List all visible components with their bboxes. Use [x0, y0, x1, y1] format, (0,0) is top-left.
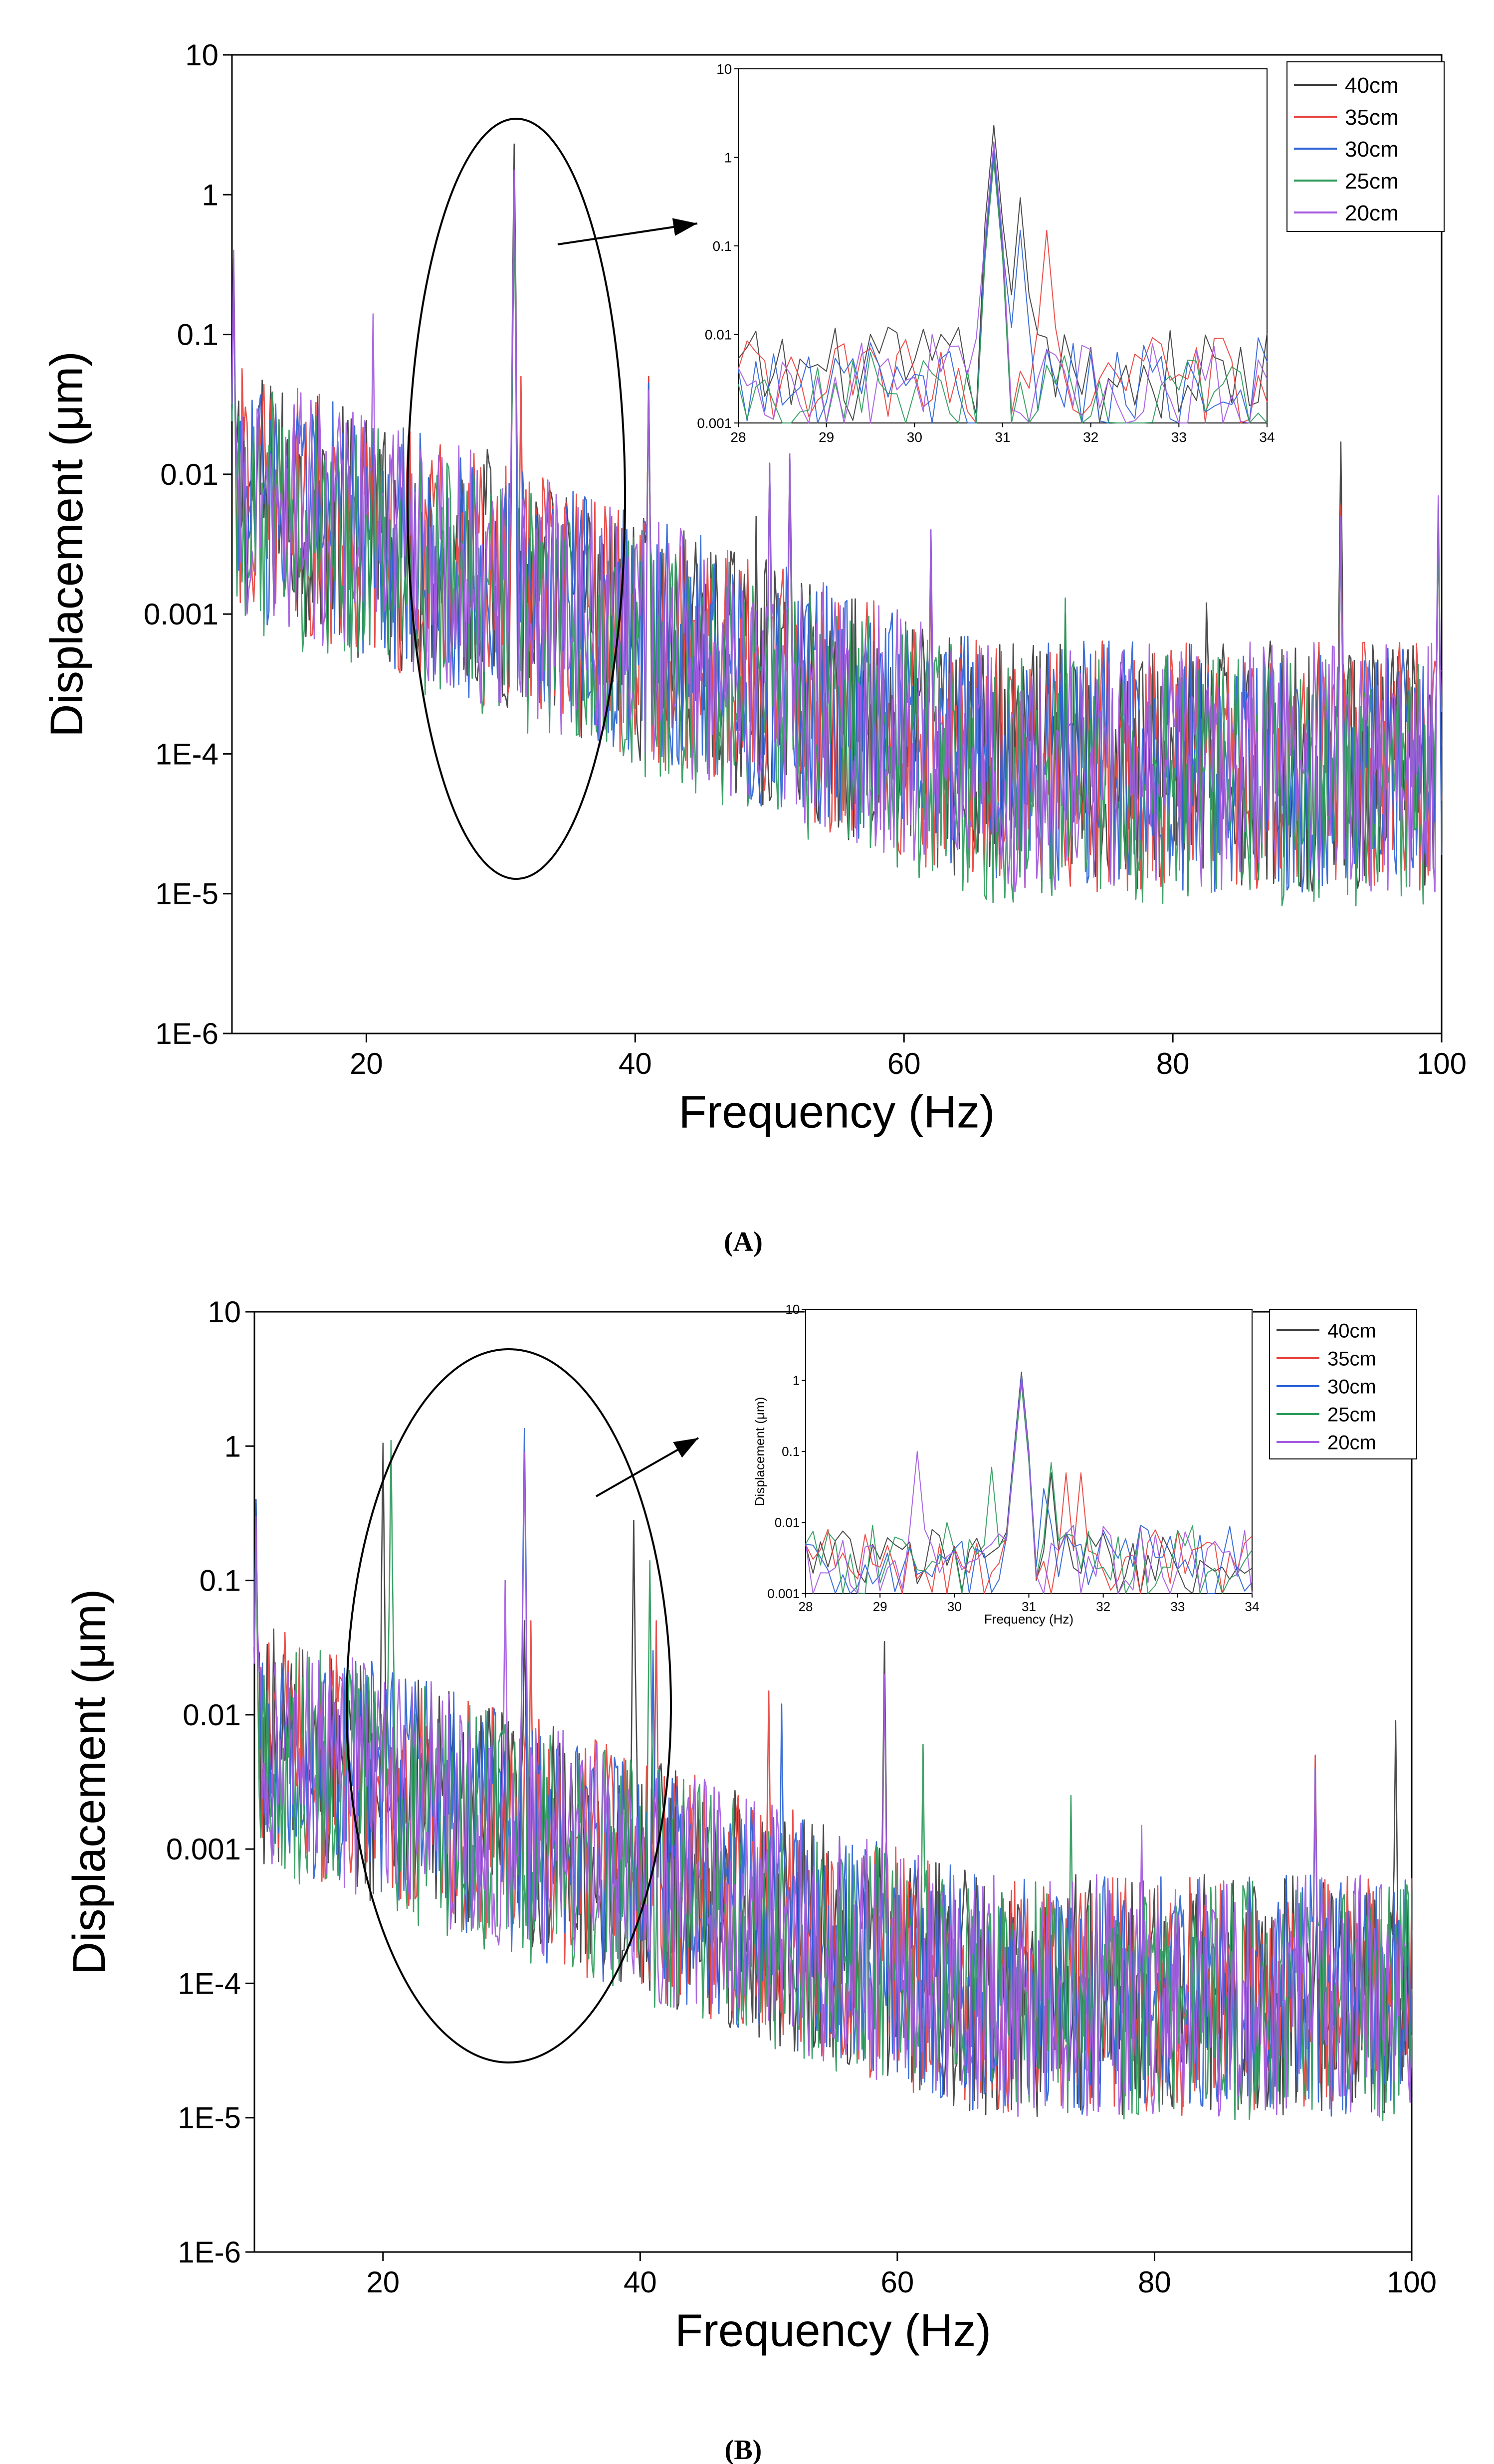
callout-arrow-head	[673, 1438, 698, 1458]
legend-label-20cm: 20cm	[1327, 1432, 1376, 1453]
series-line-40cm	[738, 125, 1268, 423]
series-line-20cm	[253, 1451, 1413, 2117]
panel-a-main-chart: 20 40 60 80 100 1E-6 1E-5 1E-4 0.001 0.01 0.1 1 10 Fr…	[41, 38, 1467, 1138]
highlight-ellipse	[407, 118, 626, 880]
panel-b-main-chart: 20 40 60 80 100 1E-6 1E-5 1E-4 0.001 0.01 0.1 1 10 Fr…	[64, 1295, 1437, 2356]
legend-label-25cm: 25cm	[1345, 169, 1399, 194]
x-tick-label: 32	[1096, 1599, 1110, 1614]
y-tick-label: 0.01	[160, 458, 218, 491]
legend-label-30cm: 30cm	[1327, 1376, 1376, 1398]
panel-b-inset-chart: 28 29 30 31 32 33 34 0.001 0.01 0.1 1 10 Frequency (…	[752, 1302, 1417, 1627]
x-tick-label: 80	[1138, 2265, 1171, 2299]
y-tick-label: 0.001	[144, 598, 218, 631]
x-axis-label: Frequency (Hz)	[675, 2305, 991, 2356]
legend-label-40cm: 40cm	[1327, 1320, 1376, 1342]
x-axis-label: Frequency (Hz)	[679, 1087, 995, 1138]
y-tick-label: 0.01	[775, 1515, 800, 1530]
x-tick-label: 40	[624, 2265, 657, 2299]
y-tick-label: 1E-5	[178, 2101, 241, 2135]
panel-a-label: (A)	[724, 1227, 763, 1257]
y-tick-label: 10	[208, 1295, 241, 1329]
x-tick-label: 60	[887, 1047, 921, 1080]
y-axis-label: Displacement (μm)	[64, 1589, 115, 1975]
x-tick-label: 30	[907, 429, 922, 445]
series-line-20cm	[231, 169, 1443, 893]
x-tick-label: 29	[819, 429, 834, 445]
y-tick-label: 1	[224, 1430, 241, 1463]
y-tick-label: 1	[724, 150, 732, 165]
y-tick-label: 1	[793, 1373, 800, 1388]
y-tick-label: 0.001	[767, 1586, 800, 1601]
highlight-ellipse	[346, 1348, 672, 2063]
y-axis-label: Displacement (μm)	[41, 351, 92, 737]
x-tick-label: 20	[366, 2265, 400, 2299]
x-tick-label: 34	[1259, 429, 1275, 445]
y-tick-label: 10	[185, 38, 218, 72]
legend-label-25cm: 25cm	[1327, 1404, 1376, 1426]
x-tick-label: 30	[947, 1599, 962, 1614]
legend-label-30cm: 30cm	[1345, 137, 1399, 162]
y-tick-label: 0.01	[183, 1698, 241, 1732]
y-tick-label: 1E-6	[178, 2236, 241, 2269]
x-tick-label: 80	[1156, 1047, 1190, 1080]
x-tick-label: 40	[619, 1047, 652, 1080]
y-tick-label: 0.001	[166, 1833, 241, 1866]
x-tick-label: 34	[1245, 1599, 1260, 1614]
series-line-20cm	[805, 1377, 1253, 1594]
panel-a-inset-chart: 28 29 30 31 32 33 34 0.001 0.01 0.1 1 10 40cm 35cm 30c…	[697, 61, 1445, 445]
x-tick-label: 100	[1387, 2265, 1437, 2299]
y-axis-label: Displacement (μm)	[752, 1397, 767, 1506]
x-axis-label: Frequency (Hz)	[984, 1612, 1073, 1627]
plot-frame	[231, 54, 1443, 1034]
x-tick-label: 31	[1022, 1599, 1036, 1614]
y-tick-label: 0.1	[712, 238, 732, 254]
x-tick-label: 33	[1171, 429, 1187, 445]
y-tick-label: 1E-6	[155, 1017, 218, 1050]
x-tick-label: 32	[1083, 429, 1098, 445]
x-tick-label: 60	[881, 2265, 914, 2299]
callout-arrow-head	[672, 218, 697, 236]
legend-label-35cm: 35cm	[1327, 1348, 1376, 1370]
y-tick-label: 1	[202, 178, 218, 211]
y-tick-label: 1E-4	[155, 737, 218, 771]
x-tick-label: 28	[730, 429, 746, 445]
panel-b-label: (B)	[725, 2435, 762, 2464]
y-tick-label: 1E-5	[155, 877, 218, 911]
series-line-30cm	[253, 1428, 1413, 2117]
x-tick-label: 29	[873, 1599, 887, 1614]
y-tick-label: 10	[716, 61, 732, 77]
y-tick-label: 0.1	[200, 1564, 241, 1598]
x-tick-label: 28	[799, 1599, 813, 1614]
y-tick-label: 1E-4	[178, 1967, 241, 2000]
y-tick-label: 0.1	[782, 1444, 800, 1459]
x-tick-label: 20	[350, 1047, 383, 1080]
legend-box	[1286, 61, 1445, 232]
x-tick-label: 33	[1170, 1599, 1185, 1614]
y-tick-label: 0.001	[697, 415, 732, 431]
legend-label-35cm: 35cm	[1345, 105, 1399, 130]
legend-label-20cm: 20cm	[1345, 201, 1399, 225]
legend-box	[1269, 1309, 1417, 1459]
legend-label-40cm: 40cm	[1345, 73, 1399, 98]
x-tick-label: 31	[995, 429, 1010, 445]
y-tick-label: 0.1	[177, 318, 218, 352]
y-tick-label: 10	[785, 1302, 800, 1317]
x-tick-label: 100	[1417, 1047, 1467, 1080]
y-tick-label: 0.01	[705, 327, 732, 342]
